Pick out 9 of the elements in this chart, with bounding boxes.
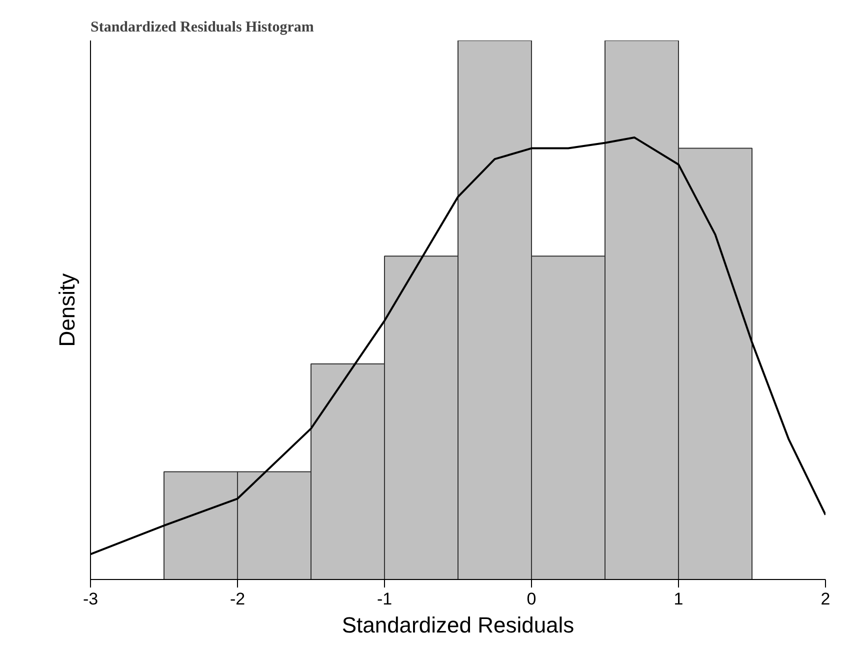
x-tick-label: 1: [674, 590, 684, 608]
x-tick-label: 2: [820, 590, 830, 608]
x-tick-label: -2: [230, 590, 246, 608]
x-tick-label: 0: [526, 590, 536, 608]
x-tick-label: -1: [376, 590, 392, 608]
x-axis-title: Standardized Residuals: [342, 612, 574, 638]
y-axis-title: Density: [54, 273, 80, 347]
x-tick-label: -3: [82, 590, 98, 608]
chart-title: Standardized Residuals Histogram: [90, 20, 314, 36]
